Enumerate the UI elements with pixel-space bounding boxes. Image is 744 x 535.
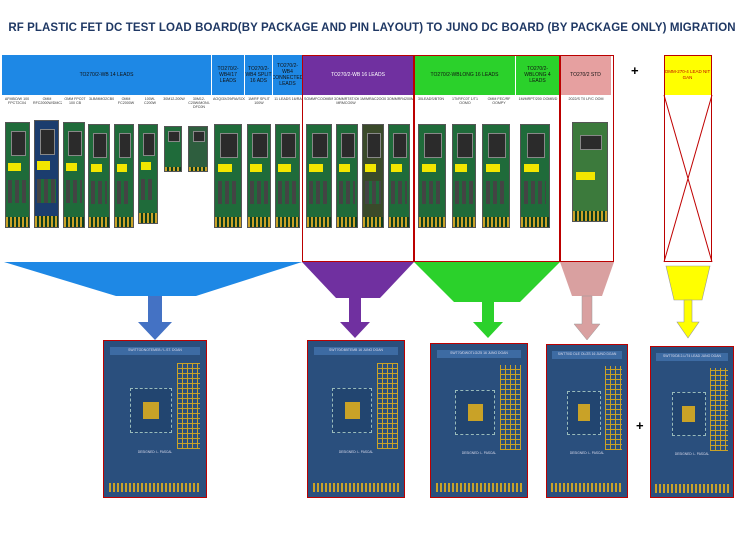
sub-label: OMM FEC/RF OOMPY xyxy=(487,97,511,106)
sub-label: 100W-C200W xyxy=(144,97,156,106)
page-title: RF PLASTIC FET DC TEST LOAD BOARD(BY PAC… xyxy=(8,22,736,34)
plus-sign-top: + xyxy=(631,63,639,78)
sub-label: AFMBO/W 100 FPCT2C04 xyxy=(4,97,30,106)
sub-label: AOQ/3X/29/RA/SOCGE xyxy=(213,97,245,101)
board-photo xyxy=(247,124,271,228)
funnel-purple xyxy=(302,262,414,298)
juno-board: SWT70/DWOTLG/Z5 16 JUNO DGAN DESIGNED: L… xyxy=(430,343,528,498)
sub-label: 3OMMRT8T/OML MRMCO0W xyxy=(334,97,359,106)
board-photo xyxy=(572,122,608,222)
juno-board: SWT70/D8 2-L/T4 LEAD JUNO DGAN DESIGNED:… xyxy=(650,346,734,498)
funnel-green xyxy=(414,262,560,302)
plus-sign-bottom: + xyxy=(636,418,644,433)
sub-label: 30M12-C20W/MONI-DFC0N xyxy=(188,97,210,110)
sub-label: OMM FC2000W xyxy=(117,97,135,106)
juno-board: SWT70/D DLE OL/ZS 16 JUNO DGAN DESIGNED:… xyxy=(546,344,628,498)
header-h7: TO270/2-WBLONG 4 LEADS xyxy=(516,55,560,95)
arrow-blue xyxy=(138,296,172,340)
board-photo xyxy=(418,124,446,228)
group-border-pink xyxy=(560,55,614,262)
header-h9: OMM-270-4 LEAD NIT GAN xyxy=(664,55,712,95)
sub-label: 1M/MRAC2OO00M xyxy=(360,97,386,101)
board-photo xyxy=(520,124,550,228)
sub-label: OMM FPC0T 100 CB xyxy=(64,97,86,106)
board-photo xyxy=(188,126,208,172)
board-photo xyxy=(164,126,182,172)
sub-label: 3OMMRR4200M xyxy=(387,97,414,101)
header-h3: TO270/2-WB4 SPLIT 16 ADS xyxy=(245,55,273,95)
board-photo xyxy=(5,122,30,228)
header-h4: TO270/2-WB4 CONNECTED LEADS xyxy=(273,55,303,95)
sub-label: 2022/S T0 LF/C OOM xyxy=(568,97,604,101)
sub-label: 30M12-200W xyxy=(163,97,185,101)
subs-row: AFMBO/W 100 FPCT2C04 OMM RFC2000W/DMC2CX… xyxy=(2,97,612,113)
funnel-pink xyxy=(560,262,614,296)
board-photo xyxy=(88,124,110,228)
board-photo xyxy=(114,124,134,228)
header-h6: TO270/2-WBLONG 16 LEADS xyxy=(414,55,516,95)
arrow-green xyxy=(473,302,503,338)
arrow-yellow xyxy=(676,299,700,339)
board-photo xyxy=(336,124,358,228)
sub-label: 30LEADS/BT0N xyxy=(418,97,444,101)
board-photo xyxy=(275,124,300,228)
board-photo xyxy=(362,124,384,228)
sub-label: SOMMFCOOMB/MRTF/COMMER xyxy=(304,97,333,101)
sub-label: 3LB/MMO2CB000 xyxy=(89,97,114,101)
board-photo xyxy=(138,124,158,224)
arrow-pink xyxy=(573,295,601,341)
board-photo xyxy=(34,120,59,228)
header-h1: TO270/2-WB 14 LEADS xyxy=(2,55,212,95)
board-photo xyxy=(214,124,242,228)
header-h8: TO270/2 STD xyxy=(560,55,612,95)
board-photo xyxy=(306,124,332,228)
juno-board: SWT70/DB5TEMB 16 JUNO DGAN DESIGNED: L. … xyxy=(307,340,405,498)
board-photos xyxy=(2,118,612,230)
sub-label: OMM RFC2000W/DMC2CX1001 xyxy=(33,97,62,106)
arrow-purple xyxy=(340,298,370,338)
sub-label: 11 LEADS 16/RA xyxy=(274,97,302,101)
sub-label: 1TI/RFC0T 1/T1 OOMO xyxy=(452,97,478,106)
board-photo xyxy=(482,124,510,228)
cross-line xyxy=(663,94,713,263)
funnel-yellow xyxy=(665,265,711,301)
funnel-blue xyxy=(4,262,302,296)
juno-board: SWITTODNOTEMEB / L.ST. DGAN DESIGNED: L.… xyxy=(103,340,207,498)
group-border-purple xyxy=(302,55,414,262)
sub-label: 1M/RF SPLIT 100W xyxy=(248,97,270,106)
board-photo xyxy=(452,124,476,228)
group-border-yellow xyxy=(664,55,712,262)
group-border-green xyxy=(414,55,560,262)
board-photo xyxy=(388,124,410,228)
header-h2: TO270/2-WB4/17 LEADS xyxy=(212,55,245,95)
board-photo xyxy=(63,122,85,228)
sub-label: 1M/MRPT/200 OOMB/D xyxy=(518,97,558,101)
header-row: TO270/2-WB 14 LEADS TO270/2-WB4/17 LEADS… xyxy=(2,55,612,95)
